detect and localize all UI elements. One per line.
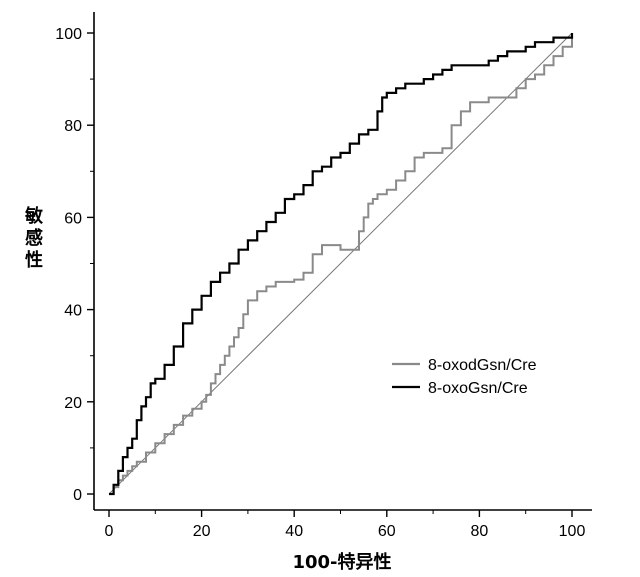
x-tick-label: 0 — [105, 523, 114, 540]
series-layer — [109, 33, 574, 496]
reference-diagonal-line — [108, 32, 573, 495]
y-tick-label: 60 — [64, 210, 82, 227]
y-axis-title-char: 敏 — [24, 205, 44, 227]
legend: 8-oxodGsn/Cre 8-oxoGsn/Cre — [392, 357, 537, 397]
y-ticks: 0 20 40 60 80 100 — [55, 26, 94, 504]
x-tick-label: 80 — [471, 523, 489, 540]
x-tick-label: 100 — [559, 523, 586, 540]
x-tick-label: 40 — [285, 523, 303, 540]
y-tick-label: 80 — [64, 118, 82, 135]
x-tick-label: 60 — [378, 523, 396, 540]
y-tick-label: 20 — [64, 395, 82, 412]
y-axis-title-char: 性 — [25, 249, 43, 271]
series-line-1 — [109, 33, 573, 495]
legend-label: 8-oxoGsn/Cre — [428, 380, 528, 397]
y-tick-label: 0 — [73, 487, 82, 504]
y-axis-title: 敏感性 — [24, 205, 44, 271]
y-tick-label: 40 — [64, 303, 82, 320]
y-axis-title-char: 感 — [25, 227, 43, 249]
plot-area: 0 20 40 60 80 100 0 20 40 60 80 100 — [55, 12, 592, 540]
series-line-2 — [109, 33, 574, 496]
legend-label: 8-oxodGsn/Cre — [428, 357, 537, 374]
x-tick-label: 20 — [193, 523, 211, 540]
y-tick-label: 100 — [55, 26, 82, 43]
x-axis-title: 100-特异性 — [292, 551, 391, 573]
x-ticks: 0 20 40 60 80 100 — [105, 510, 586, 540]
